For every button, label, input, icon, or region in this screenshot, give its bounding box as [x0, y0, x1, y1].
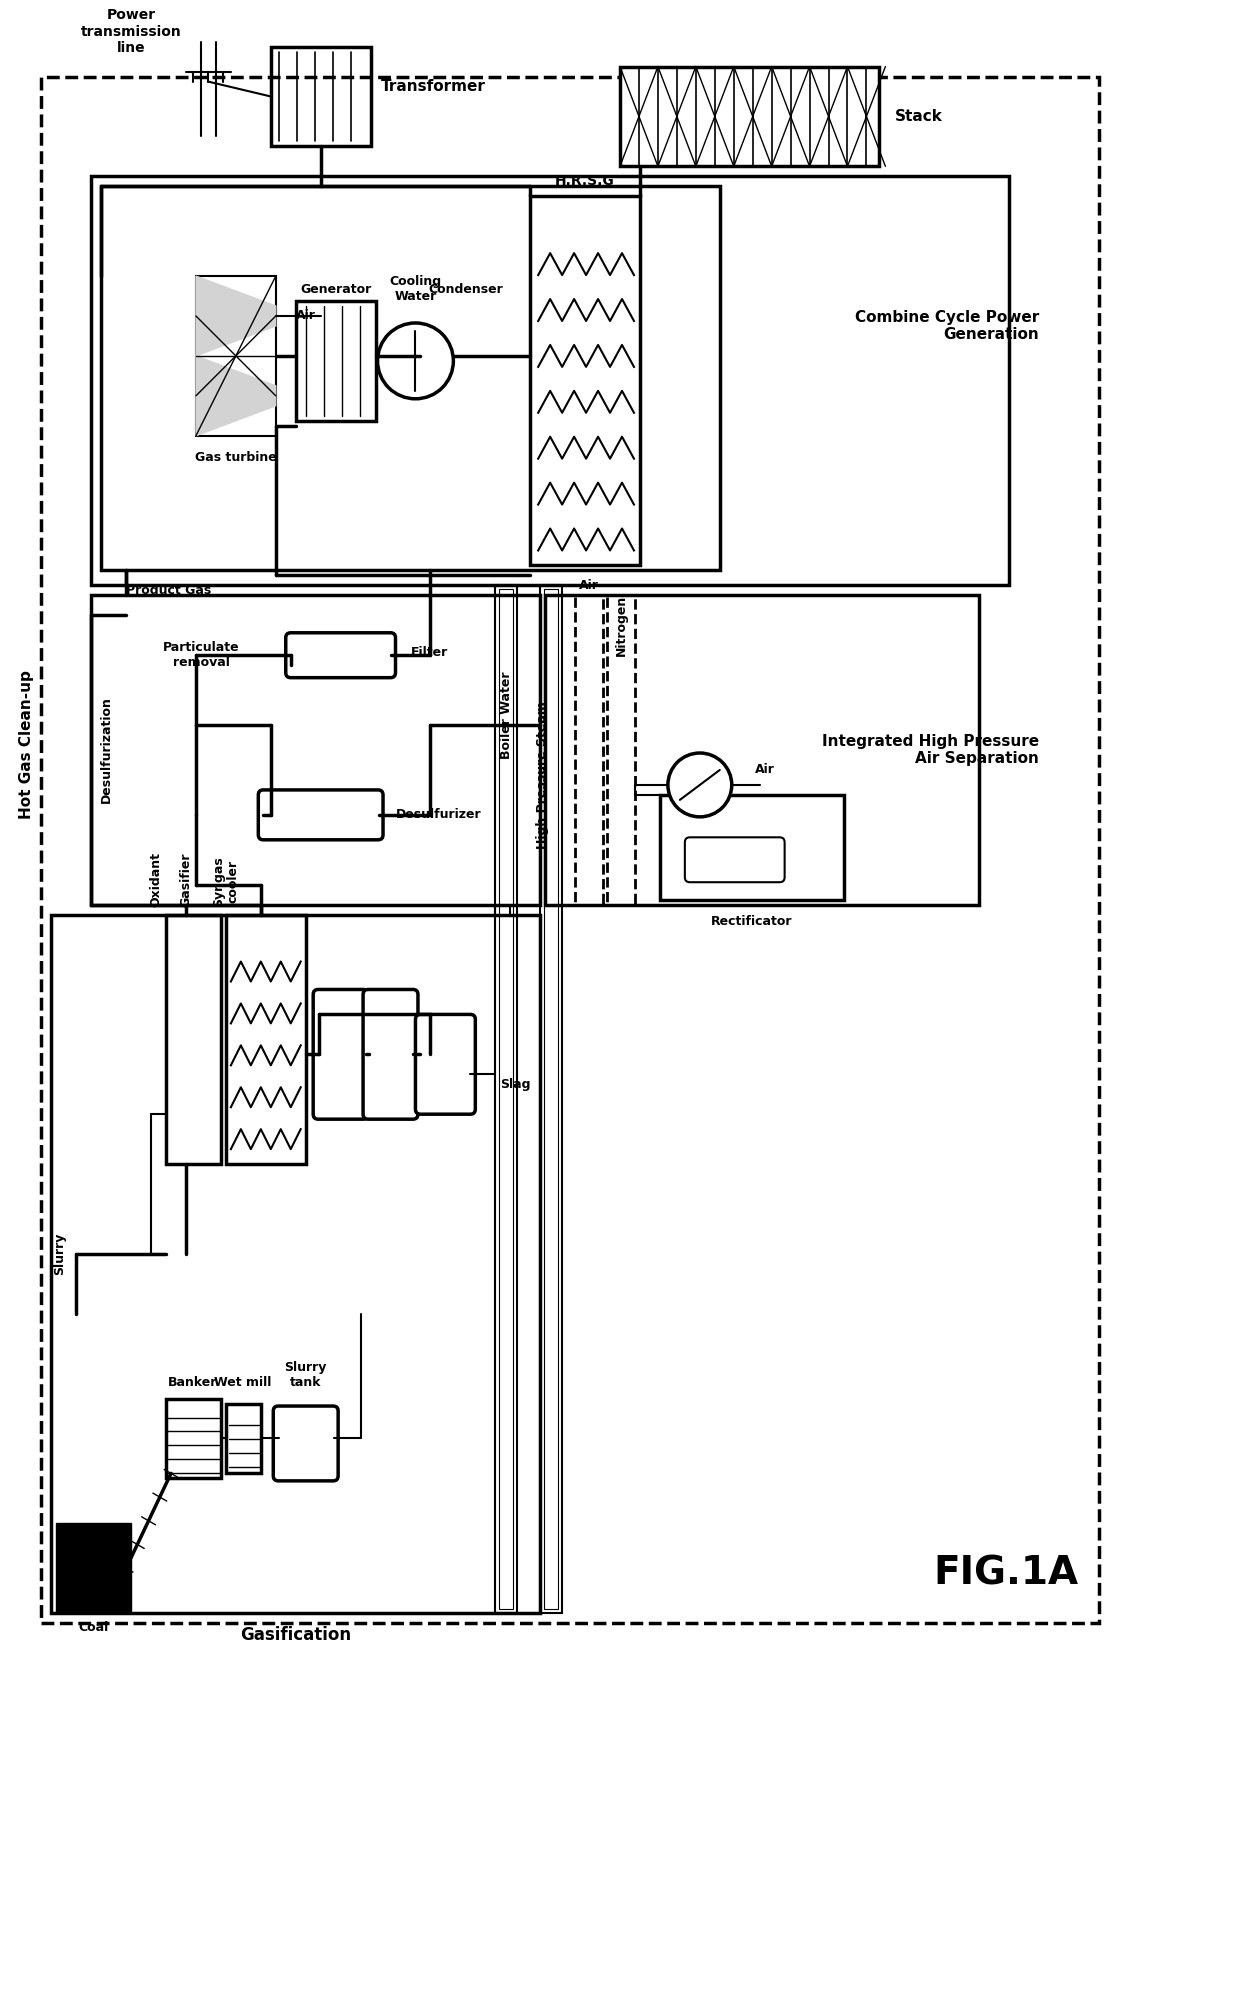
Text: Air: Air	[295, 310, 316, 322]
Bar	[531, 195, 640, 566]
Text: Generator: Generator	[300, 282, 371, 296]
Text: Particulate
removal: Particulate removal	[162, 640, 239, 669]
Text: Combine Cycle Power
Generation: Combine Cycle Power Generation	[854, 310, 1039, 342]
Text: Power
transmission
line: Power transmission line	[81, 8, 181, 54]
FancyBboxPatch shape	[258, 789, 383, 840]
Circle shape	[377, 322, 454, 399]
Bar	[166, 1398, 221, 1478]
Bar	[92, 177, 1009, 586]
Text: Air: Air	[755, 763, 775, 777]
FancyBboxPatch shape	[314, 989, 368, 1120]
Bar	[41, 77, 1099, 1623]
Text: Slag: Slag	[500, 1077, 531, 1092]
Text: Condenser: Condenser	[428, 282, 502, 296]
Polygon shape	[196, 356, 275, 435]
Bar	[196, 276, 275, 435]
Text: Desulfurization: Desulfurization	[99, 697, 113, 804]
Text: Slurry: Slurry	[53, 1233, 66, 1275]
Text: FIG.1A: FIG.1A	[934, 1555, 1079, 1593]
Bar	[102, 185, 719, 570]
Bar	[500, 590, 513, 1609]
Polygon shape	[56, 1523, 131, 1613]
Text: Air: Air	[579, 578, 599, 592]
Text: Desulfurizer: Desulfurizer	[396, 808, 481, 822]
Text: Coal: Coal	[78, 1621, 108, 1633]
Bar	[608, 596, 635, 904]
Text: Nitrogen: Nitrogen	[615, 594, 627, 657]
Text: Gas turbine: Gas turbine	[195, 451, 277, 463]
FancyBboxPatch shape	[415, 1015, 475, 1114]
Text: Rectificator: Rectificator	[711, 914, 792, 928]
Bar	[495, 586, 517, 1613]
FancyBboxPatch shape	[363, 989, 418, 1120]
Text: Slurry
tank: Slurry tank	[284, 1361, 327, 1388]
FancyBboxPatch shape	[285, 632, 396, 677]
Text: H.R.S.G: H.R.S.G	[556, 175, 615, 187]
Text: Transformer: Transformer	[381, 79, 485, 95]
Text: Oxidant: Oxidant	[150, 852, 162, 906]
FancyBboxPatch shape	[273, 1406, 339, 1480]
Text: Syngas
cooler: Syngas cooler	[212, 856, 239, 906]
Text: Cooling
Water: Cooling Water	[389, 276, 441, 302]
Text: Banker: Banker	[169, 1376, 218, 1388]
Bar	[660, 796, 844, 900]
Text: High Pressure Steam: High Pressure Steam	[536, 701, 548, 848]
Text: Boiler Water: Boiler Water	[500, 671, 513, 759]
Bar	[51, 914, 541, 1613]
Text: Gasification: Gasification	[241, 1625, 351, 1643]
Text: Wet mill: Wet mill	[215, 1376, 272, 1388]
Bar	[270, 46, 371, 147]
Bar	[541, 586, 562, 1613]
Polygon shape	[196, 276, 275, 356]
Text: Product Gas: Product Gas	[126, 584, 211, 596]
Bar	[166, 914, 221, 1164]
Bar	[546, 596, 980, 904]
Bar	[92, 596, 541, 904]
Text: Stack: Stack	[894, 109, 942, 125]
Circle shape	[668, 753, 732, 818]
Bar	[226, 914, 306, 1164]
Bar	[295, 300, 376, 421]
Bar	[226, 1404, 260, 1474]
Bar	[544, 590, 558, 1609]
Text: Filter: Filter	[410, 646, 448, 659]
Bar	[575, 596, 603, 904]
Bar	[620, 66, 879, 167]
FancyBboxPatch shape	[684, 838, 785, 882]
Text: Gasifier: Gasifier	[180, 852, 192, 906]
Text: Hot Gas Clean-up: Hot Gas Clean-up	[19, 671, 33, 820]
Text: Integrated High Pressure
Air Separation: Integrated High Pressure Air Separation	[822, 733, 1039, 765]
